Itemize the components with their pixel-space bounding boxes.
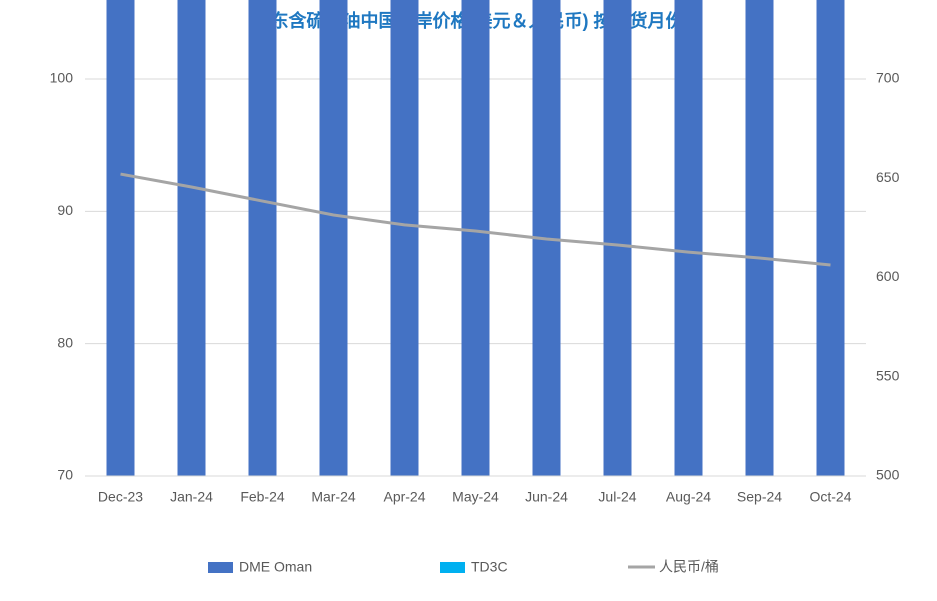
bar xyxy=(177,0,206,476)
legend-label: TD3C xyxy=(471,559,508,575)
legend-label: DME Oman xyxy=(239,559,312,575)
x-tick-label: Feb-24 xyxy=(240,489,285,505)
y2-tick-label: 700 xyxy=(876,70,900,86)
x-tick-label: Jan-24 xyxy=(170,489,213,505)
x-tick-label: Sep-24 xyxy=(737,489,782,505)
x-tick-label: Oct-24 xyxy=(809,489,851,505)
bar xyxy=(745,0,774,477)
bar xyxy=(319,0,348,476)
legend-label: 人民币/桶 xyxy=(659,559,719,575)
bar xyxy=(603,0,632,476)
x-tick-label: Dec-23 xyxy=(98,489,143,505)
legend-swatch xyxy=(440,562,465,573)
x-tick-label: May-24 xyxy=(452,489,499,505)
y2-tick-label: 550 xyxy=(876,367,900,383)
bar xyxy=(461,0,490,476)
x-tick-label: Apr-24 xyxy=(383,489,425,505)
y2-tick-label: 650 xyxy=(876,169,900,185)
x-tick-label: Jun-24 xyxy=(525,489,568,505)
bar xyxy=(106,0,135,477)
y-tick-label: 90 xyxy=(57,202,73,218)
bar xyxy=(248,0,277,477)
y-tick-label: 100 xyxy=(50,70,74,86)
y-tick-label: 70 xyxy=(57,467,73,483)
line xyxy=(120,172,831,267)
x-tick-label: Jul-24 xyxy=(598,489,636,505)
x-tick-label: Mar-24 xyxy=(311,489,356,505)
y2-tick-label: 500 xyxy=(876,467,900,483)
legend-swatch xyxy=(208,562,233,573)
bar xyxy=(674,0,703,477)
y-tick-label: 80 xyxy=(57,334,73,350)
bar xyxy=(816,0,845,476)
y2-tick-label: 600 xyxy=(876,268,900,284)
x-tick-label: Aug-24 xyxy=(666,489,711,505)
bar xyxy=(390,0,419,477)
